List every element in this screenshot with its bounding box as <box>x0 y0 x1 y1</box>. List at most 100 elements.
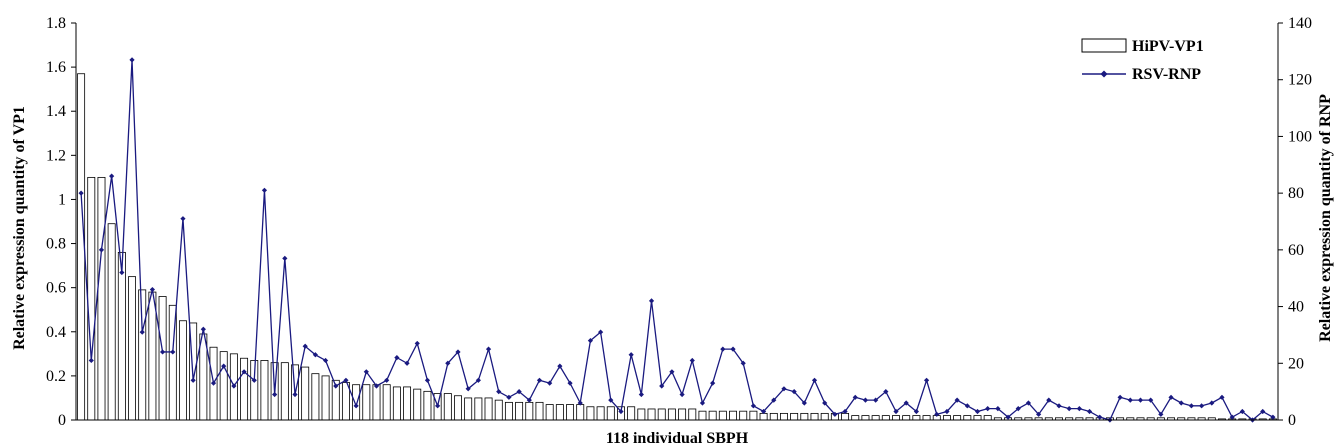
bar-hipv-vp1 <box>973 415 982 421</box>
point-rsv-rnp <box>536 377 543 383</box>
bar-hipv-vp1 <box>260 360 269 421</box>
bar-hipv-vp1 <box>718 410 727 421</box>
point-rsv-rnp <box>750 403 756 409</box>
point-rsv-rnp <box>1188 403 1195 409</box>
point-rsv-rnp <box>343 377 349 383</box>
point-rsv-rnp <box>974 408 981 415</box>
point-rsv-rnp <box>791 389 797 395</box>
bar-hipv-vp1 <box>219 351 228 421</box>
bar-hipv-vp1 <box>138 289 147 421</box>
point-rsv-rnp <box>159 349 166 355</box>
bar-hipv-vp1 <box>678 408 687 421</box>
point-rsv-rnp <box>608 397 614 403</box>
point-rsv-rnp <box>261 187 268 193</box>
point-rsv-rnp <box>404 360 410 366</box>
bar-hipv-vp1 <box>851 415 860 421</box>
legend-bar-swatch <box>1081 38 1127 53</box>
bar-hipv-vp1 <box>657 408 666 421</box>
point-rsv-rnp <box>995 406 1001 412</box>
point-rsv-rnp <box>873 397 879 403</box>
y-axis-title-left: Relative expression quantity of VP1 <box>11 106 28 350</box>
y-tick-label-left: 1.6 <box>46 59 66 76</box>
point-rsv-rnp <box>648 298 655 304</box>
bar-hipv-vp1 <box>576 404 585 421</box>
bar-hipv-vp1 <box>983 415 992 421</box>
point-rsv-rnp <box>740 360 746 366</box>
point-rsv-rnp <box>465 386 471 392</box>
y-tick-label-left: 1.2 <box>46 147 66 164</box>
tick-labels: 0 0.2 0.4 0.6 0.8 1 1.2 1.4 1.6 1.8 0 20 40 60 80 100 12… <box>46 15 1312 429</box>
bar-hipv-vp1 <box>647 408 656 421</box>
point-rsv-rnp <box>577 400 583 406</box>
point-rsv-rnp <box>1066 406 1072 412</box>
bar-hipv-vp1 <box>413 388 422 421</box>
point-rsv-rnp <box>231 383 237 389</box>
point-rsv-rnp <box>414 340 420 347</box>
point-rsv-rnp <box>1015 406 1021 412</box>
point-rsv-rnp <box>1046 397 1052 403</box>
point-rsv-rnp <box>119 269 125 276</box>
point-rsv-rnp <box>312 352 318 358</box>
y-tick-label-left: 0 <box>58 412 66 429</box>
point-rsv-rnp <box>170 349 176 355</box>
bar-hipv-vp1 <box>759 412 768 421</box>
bar-hipv-vp1 <box>535 401 544 421</box>
point-rsv-rnp <box>88 357 94 364</box>
point-rsv-rnp <box>322 357 329 364</box>
point-rsv-rnp <box>1178 400 1184 406</box>
bar-hipv-vp1 <box>902 415 911 421</box>
bar-hipv-vp1 <box>942 415 951 421</box>
point-rsv-rnp <box>496 389 502 395</box>
bar-hipv-vp1 <box>555 404 564 421</box>
bar-hipv-vp1 <box>280 362 289 421</box>
point-rsv-rnp <box>435 403 441 409</box>
point-rsv-rnp <box>883 389 889 395</box>
point-rsv-rnp <box>760 408 767 415</box>
legend-label-hipv-vp1: HiPV-VP1 <box>1132 38 1204 55</box>
bar-hipv-vp1 <box>800 412 809 421</box>
point-rsv-rnp <box>1086 408 1093 415</box>
point-rsv-rnp <box>475 377 481 383</box>
y-tick-label-left: 0.4 <box>46 324 66 341</box>
bar-hipv-vp1 <box>892 415 900 421</box>
point-rsv-rnp <box>985 406 991 412</box>
line-series-rsv-rnp <box>78 57 1276 423</box>
bar-hipv-vp1 <box>606 406 615 421</box>
point-rsv-rnp <box>944 408 950 415</box>
point-rsv-rnp <box>1199 403 1205 409</box>
point-rsv-rnp <box>282 255 288 261</box>
bar-hipv-vp1 <box>779 412 788 421</box>
bar-hipv-vp1 <box>423 390 432 421</box>
point-rsv-rnp <box>1219 394 1225 400</box>
point-rsv-rnp <box>822 400 828 406</box>
y-tick-label-right: 80 <box>1288 185 1304 202</box>
point-rsv-rnp <box>485 346 492 352</box>
point-rsv-rnp <box>567 380 573 386</box>
y-axis-title-right: Relative expression quantity of RNP <box>1317 94 1334 342</box>
point-rsv-rnp <box>1239 408 1245 415</box>
point-rsv-rnp <box>923 377 930 383</box>
point-rsv-rnp <box>547 380 553 386</box>
bar-hipv-vp1 <box>97 176 106 421</box>
point-rsv-rnp <box>506 394 512 400</box>
bar-hipv-vp1 <box>494 399 503 421</box>
point-rsv-rnp <box>129 57 135 63</box>
point-rsv-rnp <box>384 377 390 383</box>
point-rsv-rnp <box>424 377 431 383</box>
point-rsv-rnp <box>771 397 777 403</box>
point-rsv-rnp <box>149 286 155 293</box>
point-rsv-rnp <box>1168 394 1174 400</box>
y-tick-label-left: 0.8 <box>46 236 66 253</box>
bar-hipv-vp1 <box>372 384 381 421</box>
point-rsv-rnp <box>801 400 807 406</box>
point-rsv-rnp <box>1148 397 1154 403</box>
y-tick-label-right: 140 <box>1288 15 1312 32</box>
bar-hipv-vp1 <box>158 296 167 421</box>
point-rsv-rnp <box>964 403 970 409</box>
legend-line-marker <box>1100 70 1108 78</box>
bar-hipv-vp1 <box>301 366 310 421</box>
point-rsv-rnp <box>1025 400 1032 406</box>
bar-hipv-vp1 <box>881 415 890 421</box>
y-tick-label-right: 60 <box>1288 242 1304 259</box>
